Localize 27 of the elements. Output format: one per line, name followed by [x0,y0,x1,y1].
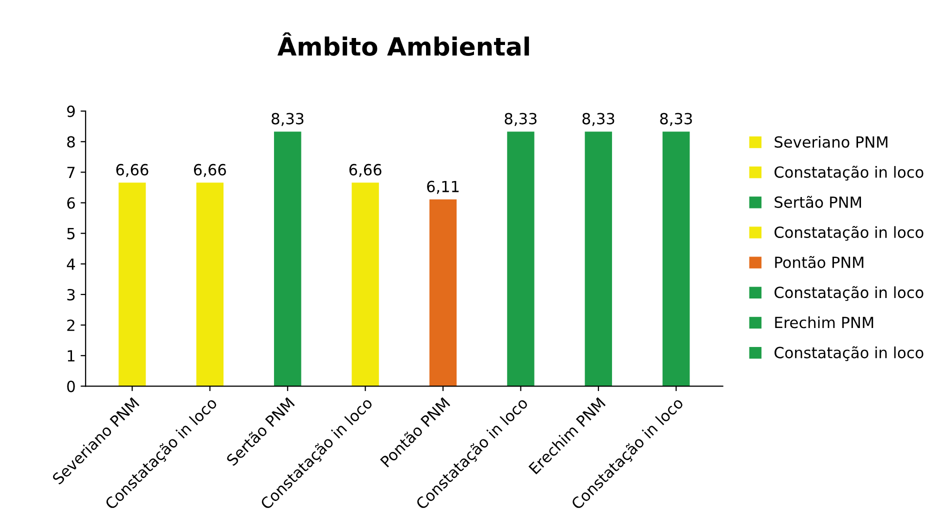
data-label: 8,33 [272,112,304,126]
y-tick-label: 4 [66,258,76,270]
legend-label: Constatação in loco [774,166,924,181]
y-tick-label: 6 [67,197,75,209]
legend-label: Severiano PNM [774,136,888,148]
y-tick-label: 7 [67,166,75,178]
y-tick-label: 9 [67,106,75,118]
y-tick-label: 3 [67,288,75,300]
data-label: 8,33 [582,112,614,126]
data-label: 6,66 [194,164,226,178]
y-tick-label: 0 [67,380,75,392]
data-label: 8,33 [660,112,692,126]
chart-title: Âmbito Ambiental [277,32,529,56]
legend-label: Sertão PNM [774,196,861,208]
data-label: 6,11 [427,180,459,194]
data-label: 8,33 [504,112,537,126]
y-tick-label: 2 [67,320,74,331]
y-tick-label: 5 [67,228,75,240]
data-label: 6,66 [349,164,382,178]
legend-label: Pontão PNM [775,256,864,268]
y-tick-label: 8 [67,136,75,148]
data-label: 6,66 [116,164,148,178]
y-tick-label: 1 [68,350,74,362]
legend-label: Constatação in loco [774,346,924,362]
legend-label: Constatação in loco [774,226,924,241]
legend-label: Erechim PNM [775,316,874,328]
legend-label: Constatação in loco [774,286,924,301]
